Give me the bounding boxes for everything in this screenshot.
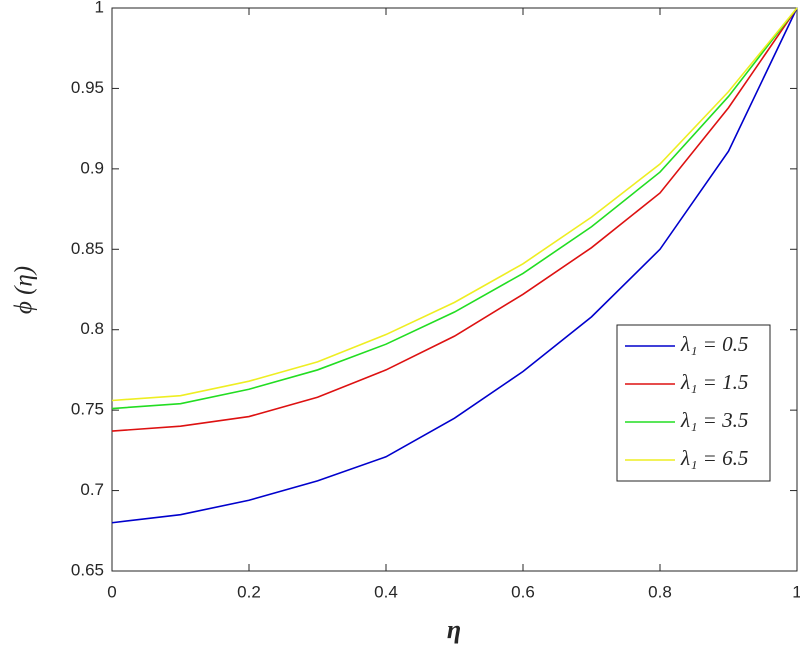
legend-label: λ₁ = 0.5 [680,332,748,356]
series-line [111,7,798,524]
x-tick-label: 0.8 [648,582,672,601]
x-tick-label: 0 [107,582,116,601]
legend-label: λ₁ = 1.5 [680,370,748,394]
legend-label: λ₁ = 6.5 [680,446,748,470]
y-axis-label: ϕ (η) [11,266,38,314]
plot-area [111,7,798,572]
x-tick-label: 1 [792,582,800,601]
series-line [111,7,798,402]
x-tick-label: 0.4 [374,582,398,601]
x-tick-label: 0.2 [237,582,261,601]
y-tick-label: 0.85 [71,239,104,258]
y-tick-label: 1 [95,0,104,16]
y-tick-label: 0.7 [80,480,104,499]
series-line [111,7,798,432]
legend-box [616,324,771,482]
x-tick-label: 0.6 [511,582,535,601]
series-line [111,7,798,410]
y-tick-label: 0.65 [71,560,104,579]
x-axis-label: η [447,615,461,644]
legend-label: λ₁ = 3.5 [680,408,748,432]
y-tick-label: 0.95 [71,78,104,97]
y-tick-label: 0.8 [80,319,104,338]
y-tick-label: 0.75 [71,400,104,419]
y-tick-label: 0.9 [80,158,104,177]
